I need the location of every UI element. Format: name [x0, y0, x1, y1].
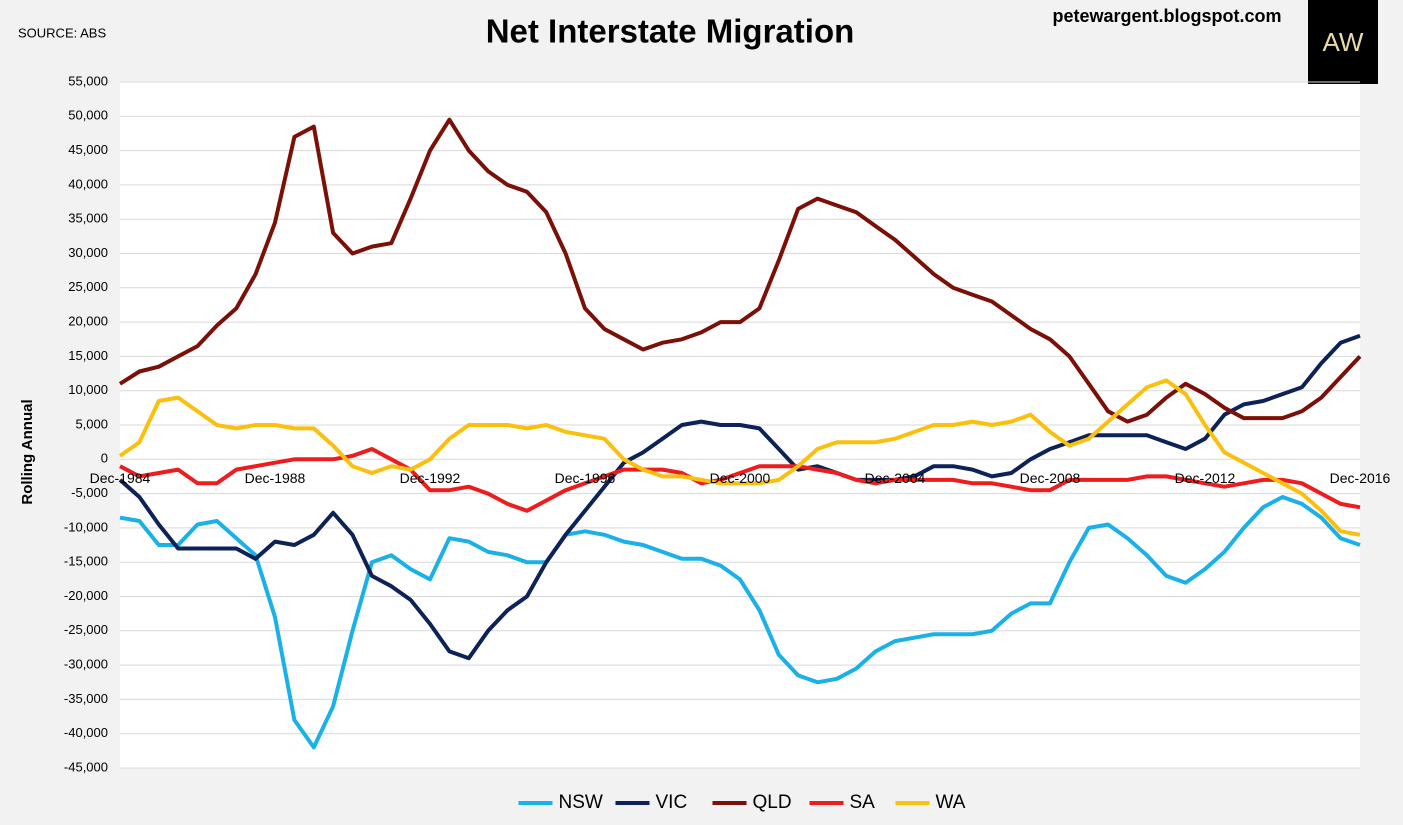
chart-title: Net Interstate Migration [486, 13, 855, 50]
y-tick-label: -15,000 [64, 554, 108, 569]
y-tick-label: 50,000 [68, 108, 108, 123]
legend: NSW VIC QLD SA WA [518, 792, 966, 813]
y-tick-label: 30,000 [68, 245, 108, 260]
series-line [118, 333, 1361, 661]
legend-label: SA [850, 792, 876, 813]
logo-box [1308, 0, 1378, 84]
lines [118, 117, 1362, 750]
y-tick-label: -25,000 [64, 622, 108, 637]
site: petewargent.blogspot.com [1052, 6, 1281, 26]
y-tick-label: -10,000 [64, 519, 108, 534]
y-tick-label: 40,000 [68, 176, 108, 191]
legend-label: QLD [753, 792, 792, 813]
x-tick-label: Dec-2016 [1330, 470, 1391, 486]
y-tick-label: 5,000 [75, 416, 108, 431]
y-tick-label: 15,000 [68, 348, 108, 363]
x-tick-label: Dec-1988 [245, 470, 306, 486]
series-line [119, 447, 1361, 513]
legend-label: WA [936, 792, 966, 813]
y-tick-label: 45,000 [68, 142, 108, 157]
y-tick-label: -40,000 [64, 725, 108, 740]
y-tick-label: -20,000 [64, 588, 108, 603]
grid: -45,000 -40,000 -35,000 -30,000 -25,000 -20,0… [64, 73, 1360, 774]
x-tick-label: Dec-1996 [555, 470, 616, 486]
y-tick-label: -35,000 [64, 691, 108, 706]
x-tick-label: Dec-2008 [1020, 470, 1081, 486]
x-labels: Dec-1984 Dec-1988 Dec-1992 Dec-1996 Dec-2000… [90, 470, 1391, 486]
x-tick-label: Dec-1984 [90, 470, 151, 486]
y-tick-label: -45,000 [64, 759, 108, 774]
x-tick-label: Dec-1992 [400, 470, 461, 486]
y-axis-label: Rolling Annual [19, 399, 36, 504]
y-tick-label: -30,000 [64, 657, 108, 672]
source: SOURCE: ABS [18, 25, 106, 40]
y-tick-label: 20,000 [68, 314, 108, 329]
series-line [118, 117, 1362, 424]
y-tick-label: 10,000 [68, 382, 108, 397]
series-line [119, 495, 1361, 750]
x-tick-label: Dec-2012 [1175, 470, 1236, 486]
legend-label: VIC [656, 792, 688, 813]
y-tick-label: -5,000 [71, 485, 108, 500]
x-tick-label: Dec-2000 [710, 470, 771, 486]
logo: AW [1323, 27, 1364, 57]
y-tick-label: 25,000 [68, 279, 108, 294]
y-tick-label: 55,000 [68, 73, 108, 88]
legend-label: NSW [559, 792, 603, 813]
y-tick-label: 35,000 [68, 211, 108, 226]
x-tick-label: Dec-2004 [865, 470, 926, 486]
y-tick-label: 0 [101, 451, 108, 466]
series-line [118, 378, 1361, 537]
